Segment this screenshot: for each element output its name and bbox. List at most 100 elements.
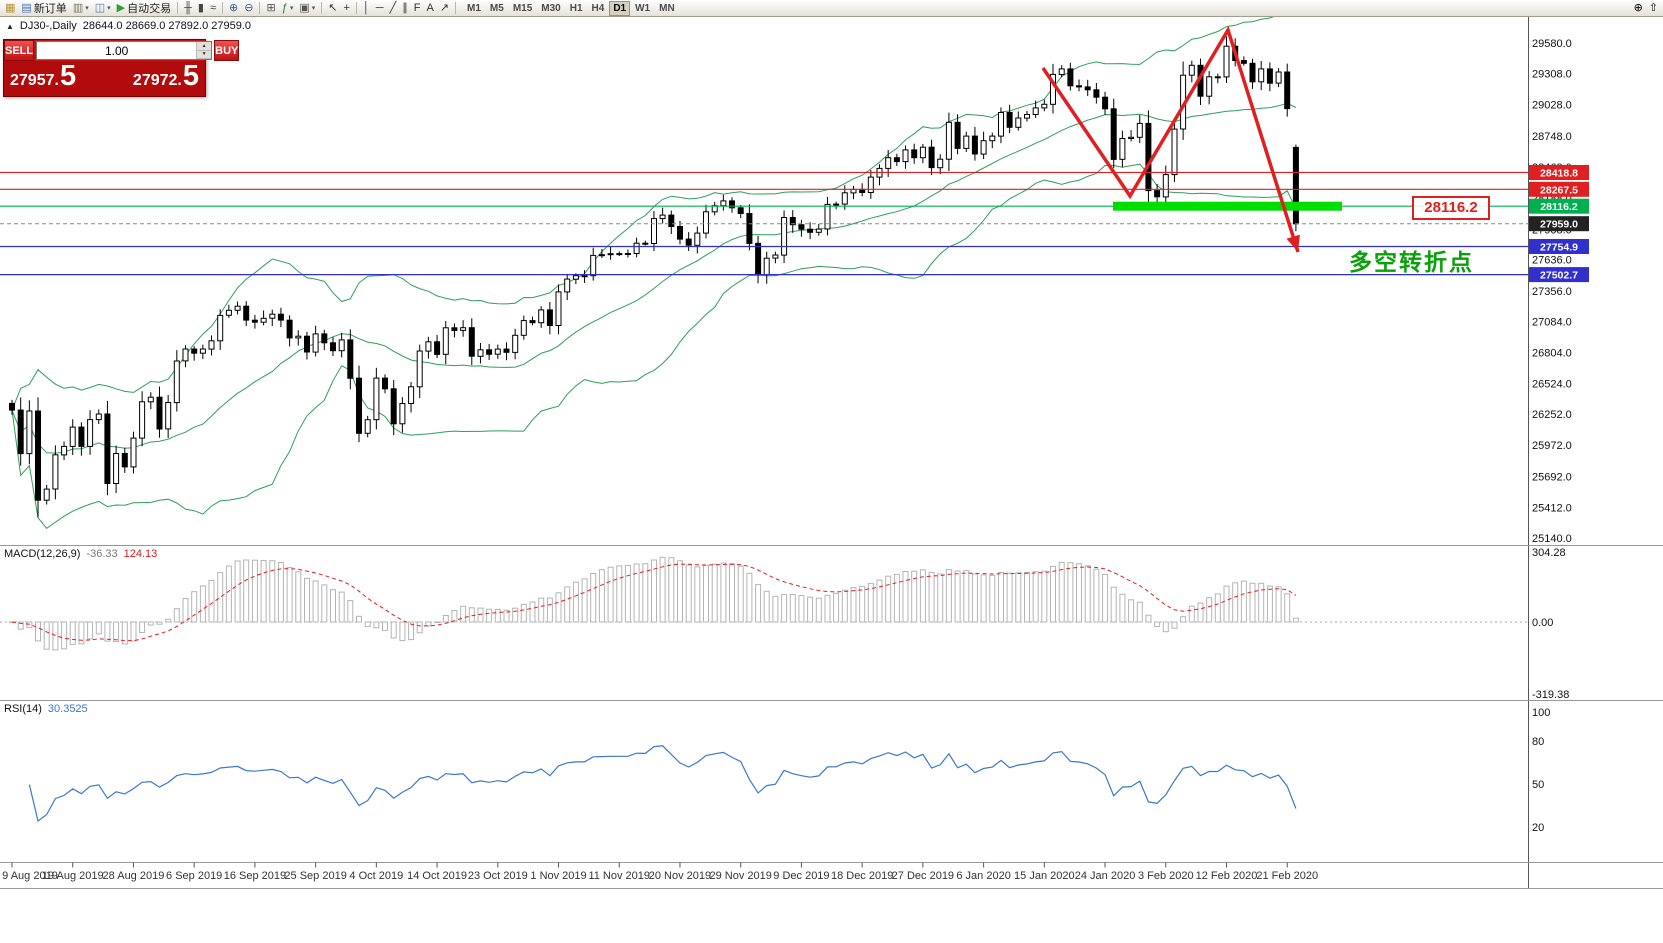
main-toolbar: ▦ ▤ 新订单 ▥ ▾ ◫ ▾ ▶ 自动交易 ╫ ▮ ≈ ⊕ ⊖ ⊞ ƒ ▾ ▣ ▾ ↖ + │ ─ ╱ ∥ F A ↗ M1 M5 M1… xyxy=(0,0,1663,17)
rsi-panel: 100 80 50 20 xyxy=(28,707,1550,834)
buy-price-small: 27972. xyxy=(132,71,182,89)
time-axis-label: 11 Nov 2019 xyxy=(588,870,650,882)
volume-increase-button[interactable]: ▲ xyxy=(197,42,212,51)
sell-button[interactable]: SELL xyxy=(4,40,35,61)
time-axis-label: 9 Dec 2019 xyxy=(773,870,829,882)
toolbar-scroll-up[interactable]: ⇧ xyxy=(1646,1,1661,16)
chart-profiles-caret-icon: ▾ xyxy=(85,5,89,12)
price-tick-label: 27356.0 xyxy=(1532,286,1572,298)
toolbar-cursor[interactable]: ↖ xyxy=(325,1,340,16)
timeframe-W1[interactable]: W1 xyxy=(631,1,654,16)
toolbar-horizontal-line[interactable]: ─ xyxy=(373,1,387,16)
time-axis-label: 23 Oct 2019 xyxy=(468,870,528,882)
sell-price-big-digit: 5 xyxy=(59,60,77,92)
volume-input[interactable] xyxy=(37,42,197,59)
toolbar-new-order[interactable]: ▤ 新订单 xyxy=(18,1,69,16)
timeframe-M15[interactable]: M15 xyxy=(509,1,536,16)
toolbar-charts-cascade[interactable]: ◫ ▾ xyxy=(92,1,114,16)
time-axis-label: 6 Sep 2019 xyxy=(166,870,222,882)
crosshair-icon: + xyxy=(343,1,350,14)
timeframe-H4[interactable]: H4 xyxy=(588,1,609,16)
chart-ohlc-values: 28644.0 28669.0 27892.0 27959.0 xyxy=(82,20,251,32)
toolbar-chart-profiles[interactable]: ▥ ▾ xyxy=(70,1,92,16)
price-tick-label: 25692.0 xyxy=(1532,471,1572,483)
price-axis: 29580.029308.029028.028748.028468.028188… xyxy=(1532,38,1572,545)
timeframe-MN[interactable]: MN xyxy=(655,1,679,16)
toolbar-equidistant-channel[interactable]: ∥ xyxy=(399,1,411,16)
toolbar-quick-search[interactable]: ⊕ xyxy=(1631,1,1646,16)
time-axis-label: 19 Aug 2019 xyxy=(42,870,104,882)
buy-button[interactable]: BUY xyxy=(214,40,240,61)
text-label-icon: A xyxy=(426,1,434,14)
candles-mode-icon: ▮ xyxy=(197,1,204,14)
timeframe-H1[interactable]: H1 xyxy=(566,1,587,16)
toolbar-zoom-in[interactable]: ⊕ xyxy=(226,1,241,16)
price-tick-label: 26252.0 xyxy=(1532,409,1572,421)
timeframe-M30[interactable]: M30 xyxy=(537,1,564,16)
turning-point-note[interactable]: 多空转折点 xyxy=(1349,249,1474,275)
time-axis-label: 29 Nov 2019 xyxy=(710,870,772,882)
time-axis-label: 18 Dec 2019 xyxy=(831,870,893,882)
charts-cascade-caret-icon: ▾ xyxy=(107,5,111,12)
fibonacci-icon: F xyxy=(413,1,421,14)
volume-spinner: ▲ ▼ xyxy=(196,42,212,59)
toolbar-crosshair[interactable]: + xyxy=(340,1,352,16)
price-tick-label: 26524.0 xyxy=(1532,379,1572,391)
toolbar-zoom-out[interactable]: ⊖ xyxy=(241,1,256,16)
trade-buttons-row: SELL ▲ ▼ BUY xyxy=(4,40,240,61)
toolbar-ohlc-bars-mode[interactable]: ╫ xyxy=(181,1,195,16)
toolbar-tile-windows[interactable]: ⊞ xyxy=(263,1,278,16)
toolbar-indicators[interactable]: ƒ ▾ xyxy=(279,1,297,16)
time-axis-label: 21 Feb 2020 xyxy=(1256,870,1318,882)
horizontal-levels xyxy=(0,171,1529,276)
toolbar-trendline[interactable]: ╱ xyxy=(387,1,400,16)
volume-decrease-button[interactable]: ▼ xyxy=(197,50,212,59)
one-click-collapse-icon[interactable]: ▲ xyxy=(6,21,14,31)
quote-prices-row: 27957. 5 27972. 5 xyxy=(4,61,205,96)
price-badge: 28116.2 xyxy=(1540,201,1578,213)
tile-windows-icon: ⊞ xyxy=(266,1,276,14)
price-tick-label: 25140.0 xyxy=(1532,533,1572,545)
timeframe-D1[interactable]: D1 xyxy=(609,0,631,16)
rsi-title: RSI(14) xyxy=(4,703,42,715)
equidistant-channel-icon: ∥ xyxy=(402,1,408,14)
chart-header: ▲ DJ30-,Daily 28644.0 28669.0 27892.0 27… xyxy=(6,20,251,32)
support-zone-rectangle[interactable] xyxy=(1113,201,1342,211)
autotrade-label: 自动交易 xyxy=(127,3,172,15)
toolbar-charts-window[interactable]: ▦ xyxy=(2,1,18,16)
price-tick-label: 29028.0 xyxy=(1532,100,1572,112)
rsi-indicator-label: RSI(14) 30.3525 xyxy=(4,703,88,715)
buy-price-big-digit: 5 xyxy=(182,60,199,92)
toolbar-autotrade[interactable]: ▶ 自动交易 xyxy=(114,1,174,16)
toolbar-line-mode[interactable]: ≈ xyxy=(207,1,219,16)
vertical-line-icon: │ xyxy=(362,1,370,14)
toolbar-templates[interactable]: ▣ ▾ xyxy=(296,1,318,16)
zoom-in-icon: ⊕ xyxy=(229,1,239,14)
time-axis-label: 3 Feb 2020 xyxy=(1138,870,1194,882)
toolbar-vertical-line[interactable]: │ xyxy=(360,1,373,16)
toolbar-text-label[interactable]: A xyxy=(423,1,436,16)
charts-cascade-icon: ◫ xyxy=(94,1,106,14)
quick-search-icon: ⊕ xyxy=(1633,1,1643,14)
trend-zigzag-arrow[interactable] xyxy=(1041,25,1300,253)
bollinger-lower xyxy=(11,163,1297,529)
sell-price[interactable]: 27957. 5 xyxy=(10,60,77,92)
support-price-flag[interactable]: 28116.2 xyxy=(1412,196,1490,220)
timeframe-M5[interactable]: M5 xyxy=(486,1,508,16)
line-mode-icon: ≈ xyxy=(209,1,217,14)
buy-price[interactable]: 27972. 5 xyxy=(132,60,199,92)
macd-title: MACD(12,26,9) xyxy=(4,548,81,560)
time-axis-label: 27 Dec 2019 xyxy=(892,870,954,882)
toolbar-candles-mode[interactable]: ▮ xyxy=(195,1,207,16)
ohlc-bars-mode-icon: ╫ xyxy=(184,1,192,14)
toolbar-fibonacci[interactable]: F xyxy=(411,1,424,16)
timeframe-M1[interactable]: M1 xyxy=(463,1,485,16)
rsi-scale-label: 80 xyxy=(1532,736,1544,748)
price-badge: 27959.0 xyxy=(1540,219,1578,231)
toolbar-arrow-tool[interactable]: ↗ xyxy=(437,1,452,16)
macd-histogram xyxy=(9,556,1299,651)
chart-profiles-icon: ▥ xyxy=(72,1,84,14)
autotrade-icon: ▶ xyxy=(116,1,126,14)
